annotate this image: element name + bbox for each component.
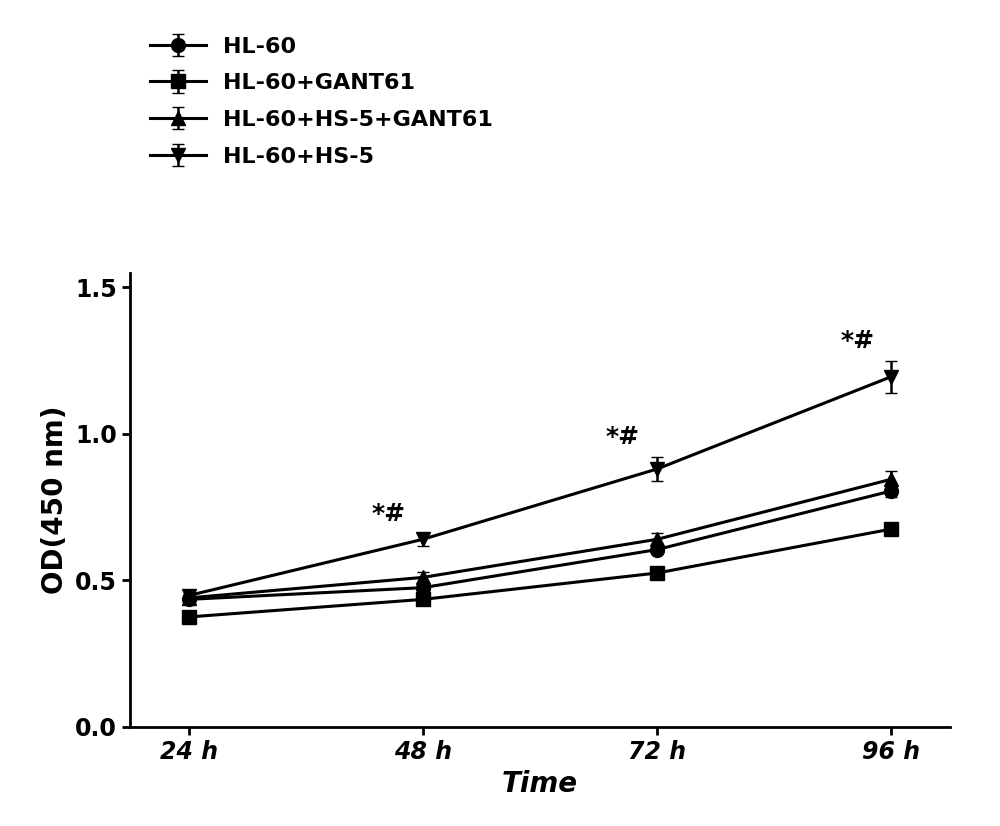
Text: *#: *#	[372, 501, 406, 525]
Legend: HL-60, HL-60+GANT61, HL-60+HS-5+GANT61, HL-60+HS-5: HL-60, HL-60+GANT61, HL-60+HS-5+GANT61, …	[141, 27, 502, 175]
X-axis label: Time: Time	[502, 770, 578, 798]
Y-axis label: OD(450 nm): OD(450 nm)	[41, 406, 69, 594]
Text: *#: *#	[606, 425, 640, 449]
Text: *#: *#	[840, 330, 874, 354]
